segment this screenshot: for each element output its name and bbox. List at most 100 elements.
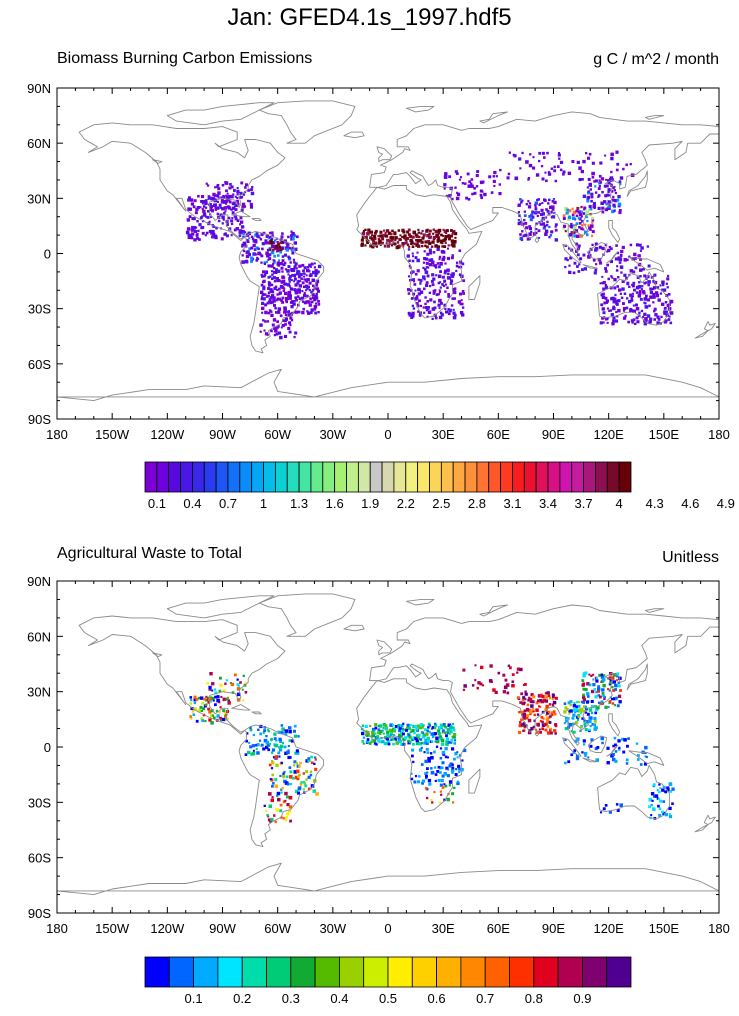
emission-pixel	[360, 242, 364, 246]
colorbar-box	[436, 956, 462, 988]
emission-pixel	[632, 304, 635, 307]
emission-pixel	[252, 749, 255, 752]
emission-pixel	[519, 198, 522, 201]
emission-pixel	[581, 178, 584, 181]
emission-pixel	[451, 792, 455, 796]
emission-pixel	[437, 228, 442, 233]
emission-pixel	[289, 287, 294, 291]
emission-pixel	[236, 687, 241, 691]
emission-pixel	[411, 304, 414, 307]
emission-pixel	[497, 671, 501, 675]
emission-pixel	[662, 811, 666, 816]
coastline	[231, 210, 251, 218]
emission-pixel	[529, 710, 533, 714]
colorbar-box	[193, 956, 219, 988]
emission-pixel	[191, 710, 195, 713]
longitude-label: 120E	[593, 427, 624, 442]
emission-pixel	[265, 234, 269, 238]
emission-pixel	[462, 292, 465, 295]
emission-pixel	[364, 724, 368, 728]
emission-pixel	[426, 739, 430, 743]
emission-pixel	[225, 189, 228, 193]
emission-pixel	[249, 726, 252, 730]
coastlines	[56, 593, 720, 896]
emission-pixel	[189, 702, 192, 705]
emission-pixel	[611, 198, 615, 202]
emission-pixel	[207, 701, 211, 704]
emission-pixel	[401, 235, 404, 239]
emission-pixel	[544, 229, 549, 233]
emission-pixel	[492, 179, 496, 183]
emission-pixel	[437, 245, 440, 249]
emission-pixel	[453, 290, 457, 295]
colorbar-label: 3.7	[575, 496, 593, 511]
emission-pixel	[629, 308, 633, 311]
emission-pixel	[268, 763, 272, 767]
emission-pixel	[626, 297, 629, 300]
emission-pixel	[669, 790, 673, 793]
figure-title: Jan: GFED4.1s_1997.hdf5	[227, 4, 512, 31]
emission-pixel	[425, 732, 429, 736]
emission-pixel	[261, 306, 265, 311]
emission-pixel	[545, 223, 549, 227]
emission-pixel	[619, 253, 623, 257]
emission-pixel	[436, 770, 440, 773]
emission-pixel	[631, 257, 635, 261]
emission-pixel	[454, 232, 458, 236]
emission-pixel	[430, 245, 434, 248]
coastline	[356, 678, 483, 813]
emission-pixel	[438, 290, 441, 293]
emission-pixel	[234, 195, 237, 198]
latitude-label: 0	[44, 247, 51, 262]
emission-pixel	[606, 184, 609, 188]
emission-pixel	[596, 689, 600, 693]
coastline	[356, 185, 483, 319]
emission-pixel	[276, 297, 280, 301]
emission-pixel	[394, 239, 397, 242]
emission-pixel	[377, 728, 381, 732]
emission-pixel	[593, 180, 596, 183]
emission-pixel	[296, 235, 299, 239]
emission-pixel	[444, 784, 448, 788]
emission-pixel	[224, 682, 227, 685]
emission-pixel	[362, 736, 366, 739]
emission-pixel	[216, 698, 220, 703]
emission-pixel	[593, 719, 597, 723]
emission-pixel	[411, 270, 415, 274]
emission-pixel	[610, 275, 613, 278]
emission-pixel	[251, 751, 256, 756]
emission-pixel	[272, 756, 276, 759]
colorbar-label: 1.9	[361, 496, 379, 511]
emission-pixel	[382, 726, 385, 729]
emission-pixel	[313, 298, 317, 302]
emission-pixel	[287, 326, 291, 330]
emission-pixel	[423, 287, 426, 291]
emission-pixel	[434, 727, 437, 730]
emission-pixel	[304, 284, 309, 288]
emission-pixel	[541, 723, 546, 727]
emission-pixel	[404, 736, 408, 740]
emission-pixel	[283, 253, 287, 257]
emission-pixel	[574, 711, 577, 714]
emission-pixel	[216, 212, 220, 216]
emission-pixel	[630, 296, 633, 299]
emission-pixel	[268, 253, 272, 257]
emission-pixel	[435, 736, 439, 740]
emission-pixel	[286, 803, 290, 807]
emission-pixel	[377, 738, 381, 742]
emission-pixel	[207, 195, 211, 198]
emission-pixel	[289, 782, 293, 786]
colorbar-box	[381, 461, 395, 493]
emission-pixel	[624, 314, 627, 318]
emission-pixel	[317, 311, 320, 314]
emission-pixel	[551, 711, 554, 714]
latitude-label: 0	[44, 740, 51, 755]
tick-marks	[56, 87, 720, 420]
emission-pixel	[564, 738, 567, 742]
emission-pixel	[374, 732, 377, 735]
emission-pixel	[224, 711, 228, 716]
emission-pixel	[259, 330, 262, 333]
emission-pixel	[461, 302, 464, 306]
emission-pixel	[635, 742, 639, 745]
emission-pixel	[252, 239, 256, 243]
